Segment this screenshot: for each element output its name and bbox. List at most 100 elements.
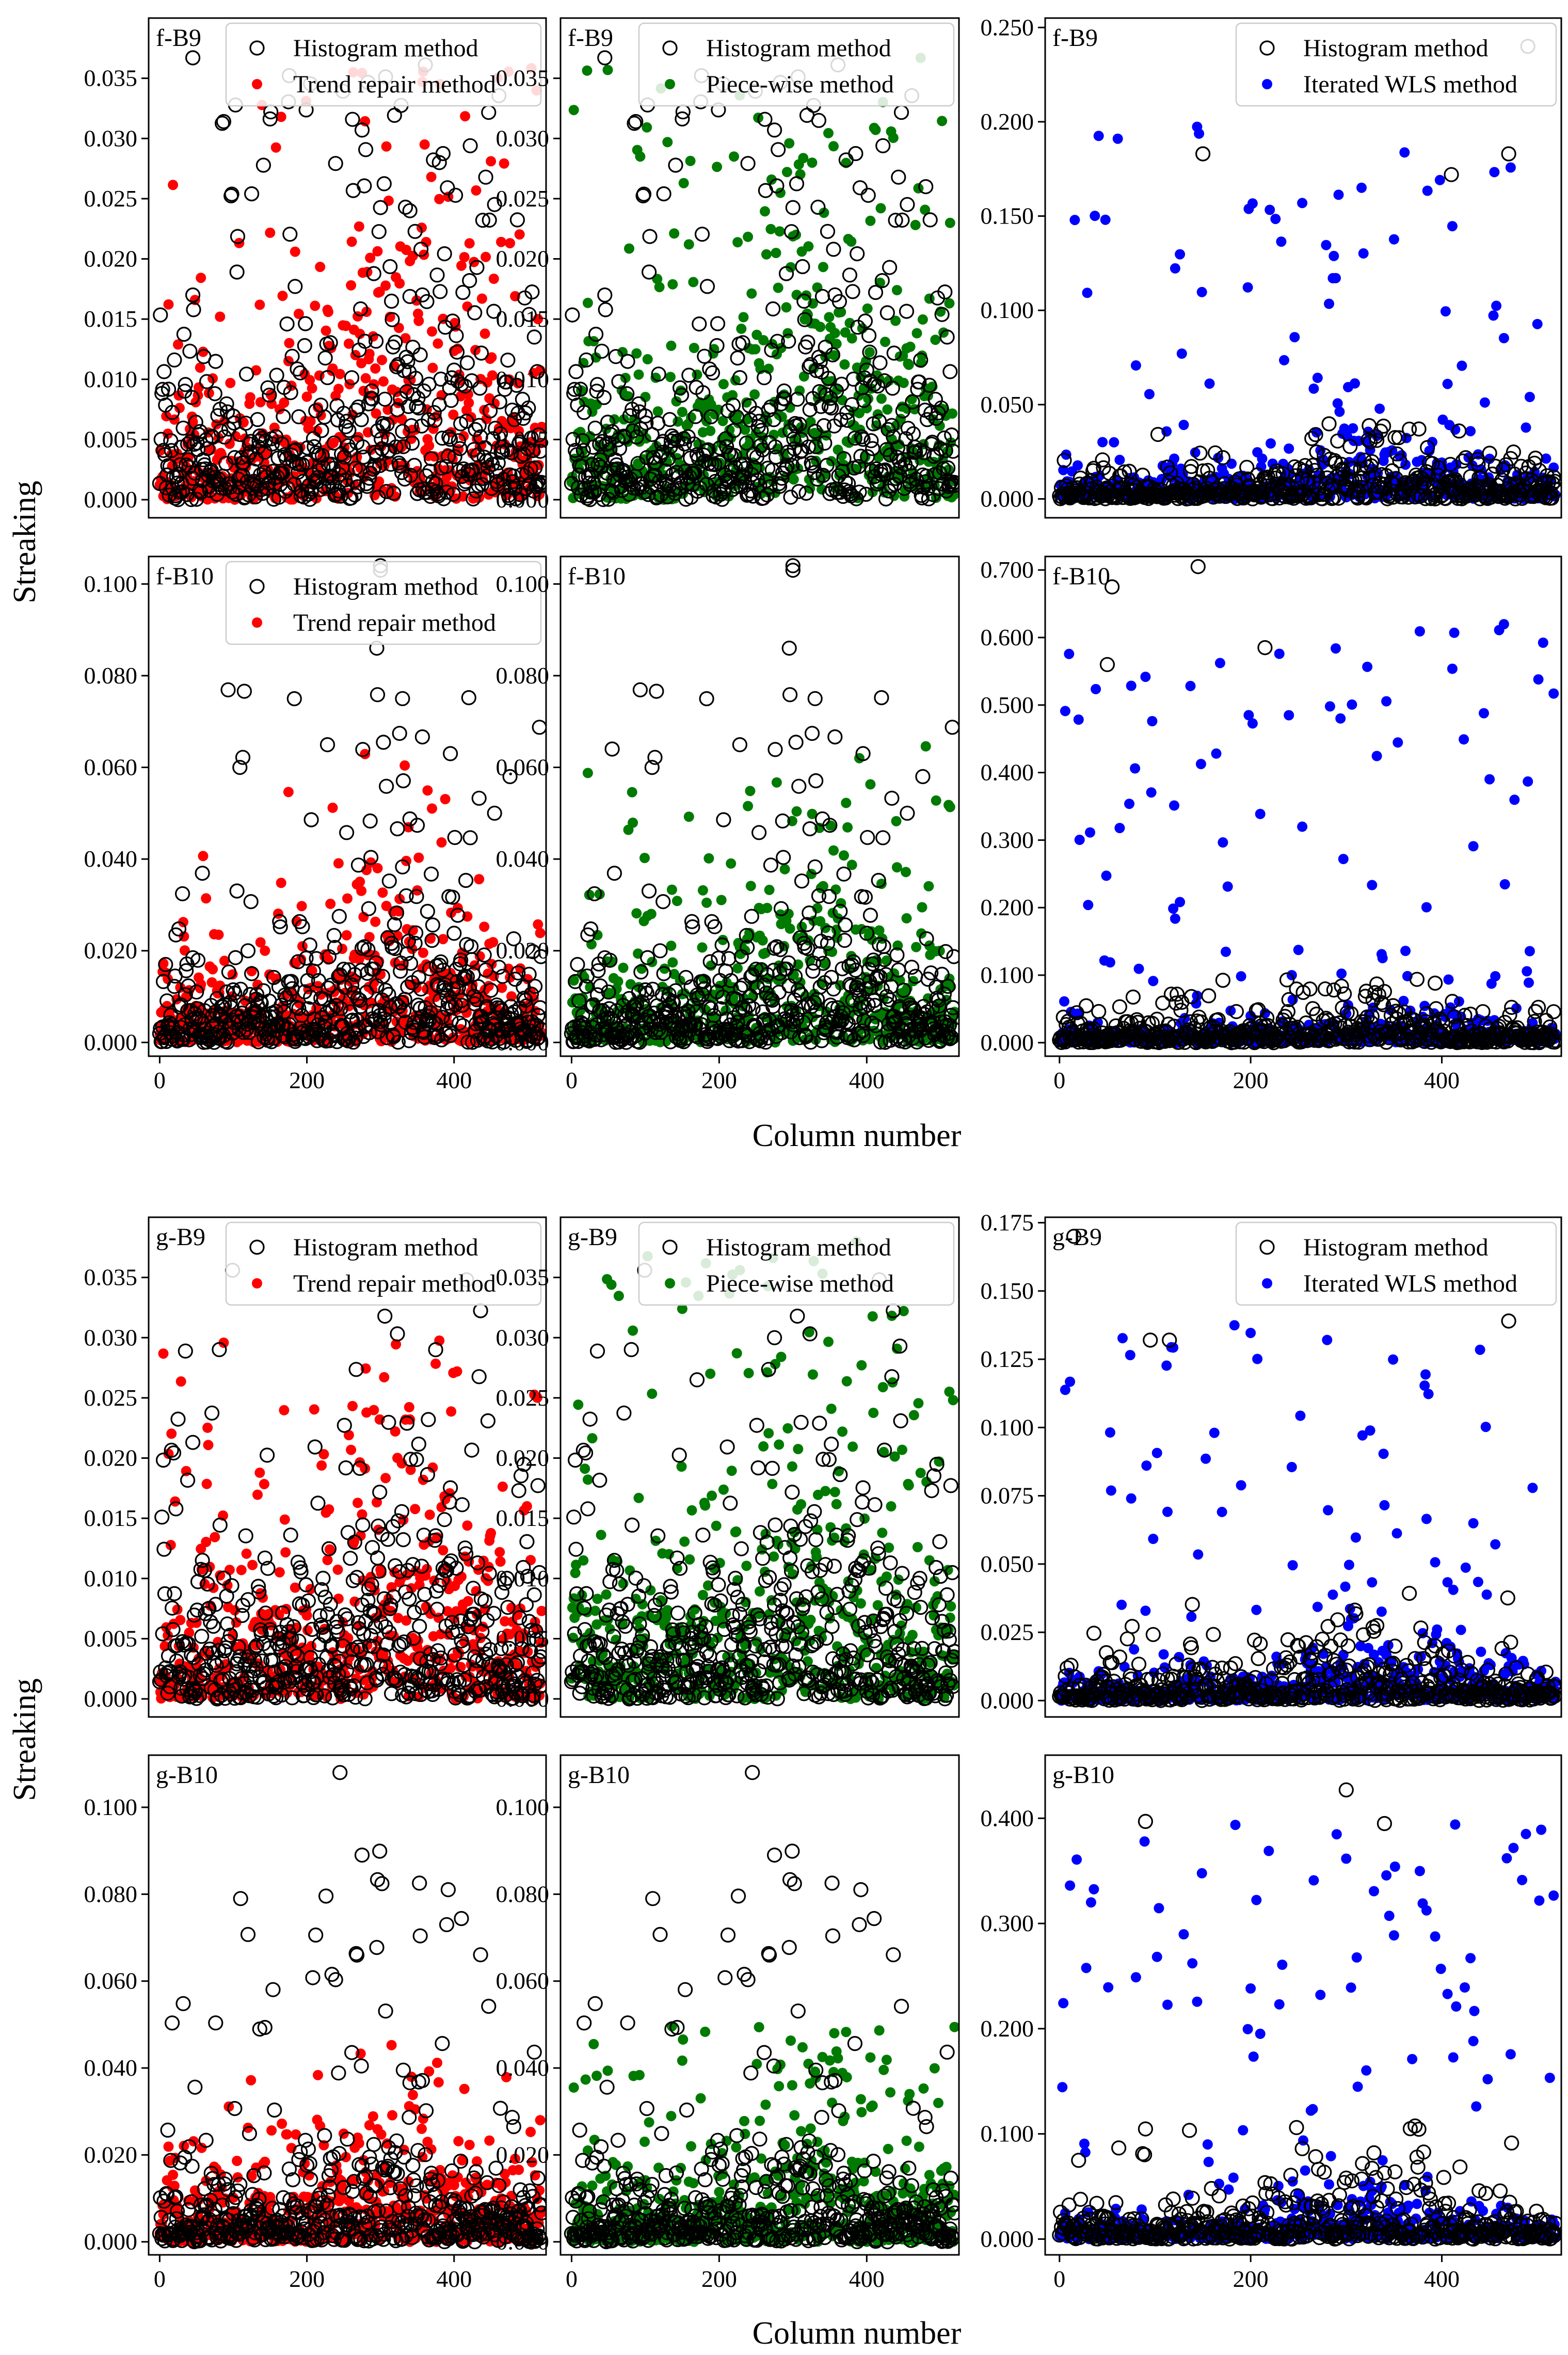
histogram-point [854, 429, 869, 444]
histogram-point [1358, 490, 1374, 506]
histogram-point [931, 481, 947, 497]
histogram-point [348, 1030, 363, 1046]
histogram-point [601, 984, 616, 1000]
method-point [1276, 236, 1287, 247]
histogram-point [156, 364, 172, 379]
histogram-point [210, 408, 226, 423]
method-point [459, 252, 470, 263]
histogram-point [699, 691, 714, 707]
method-point [1440, 306, 1451, 317]
histogram-point [1490, 478, 1505, 493]
method-point [1270, 214, 1281, 225]
method-point [360, 373, 371, 384]
histogram-point [718, 431, 733, 447]
histogram-point [409, 399, 424, 415]
method-point [1247, 198, 1258, 209]
histogram-point [165, 405, 180, 420]
histogram-point [740, 487, 755, 503]
method-point [1422, 185, 1433, 196]
method-point [1521, 422, 1531, 433]
method-point [678, 178, 689, 188]
histogram-point [584, 457, 600, 472]
histogram-point [836, 451, 852, 467]
histogram-point [1501, 146, 1516, 162]
method-point [276, 112, 286, 122]
histogram-point [286, 691, 302, 707]
histogram-point [176, 326, 191, 342]
histogram-point [525, 944, 540, 960]
histogram-point [161, 381, 177, 397]
histogram-point [893, 459, 908, 475]
histogram-point [360, 942, 376, 958]
method-point [1073, 460, 1083, 471]
histogram-point [647, 750, 663, 765]
histogram-point [442, 1028, 458, 1043]
method-point [296, 901, 307, 912]
histogram-point [702, 954, 718, 969]
method-point [474, 874, 485, 885]
method-point [654, 282, 665, 293]
histogram-point [817, 435, 833, 451]
histogram-point [291, 409, 307, 424]
method-point [307, 965, 317, 976]
histogram-point [276, 409, 291, 424]
histogram-point [190, 952, 206, 968]
histogram-point [235, 750, 251, 765]
method-point [1329, 250, 1339, 261]
histogram-point [649, 489, 665, 505]
method-point [1465, 426, 1476, 437]
histogram-point [500, 352, 516, 368]
histogram-point [447, 187, 463, 203]
method-point [706, 399, 716, 410]
method-point [844, 317, 855, 328]
histogram-point [1117, 464, 1132, 480]
histogram-point [918, 179, 934, 195]
histogram-point [852, 180, 868, 196]
histogram-point [804, 458, 820, 473]
histogram-point [361, 901, 377, 916]
method-point [334, 369, 345, 379]
method-point [831, 339, 842, 349]
histogram-point [676, 1034, 692, 1049]
histogram-point [1195, 146, 1211, 162]
histogram-point [464, 373, 479, 389]
method-point [496, 236, 506, 247]
histogram-point [404, 418, 419, 434]
method-point [462, 389, 473, 400]
histogram-point [453, 952, 469, 968]
histogram-point [875, 138, 891, 153]
histogram-point [460, 1035, 476, 1050]
legend-marker-method [665, 79, 675, 89]
histogram-point [1192, 445, 1208, 461]
histogram-point [333, 1001, 348, 1016]
method-point [195, 362, 205, 373]
histogram-point [798, 485, 814, 501]
method-point [594, 889, 605, 900]
method-point [426, 171, 437, 182]
histogram-point [596, 390, 612, 405]
histogram-point [282, 227, 298, 242]
histogram-point [641, 883, 657, 899]
method-point [354, 954, 364, 965]
method-point [1267, 458, 1278, 469]
histogram-point [466, 989, 482, 1004]
histogram-point [802, 402, 818, 418]
histogram-point [462, 273, 477, 289]
histogram-point [756, 370, 772, 386]
histogram-point [376, 735, 391, 750]
method-point [842, 822, 853, 833]
method-point [828, 141, 839, 152]
histogram-point [452, 1015, 467, 1031]
histogram-point [348, 402, 364, 418]
legend-label-method: Trend repair method [293, 71, 496, 98]
histogram-point [577, 405, 592, 420]
method-point [1097, 437, 1108, 448]
method-point [1144, 389, 1155, 400]
method-point [1498, 333, 1509, 343]
method-point [497, 982, 507, 993]
method-point [628, 817, 638, 828]
method-point [806, 869, 817, 879]
method-point [1284, 443, 1294, 454]
method-point [371, 408, 381, 419]
histogram-point [795, 259, 810, 275]
